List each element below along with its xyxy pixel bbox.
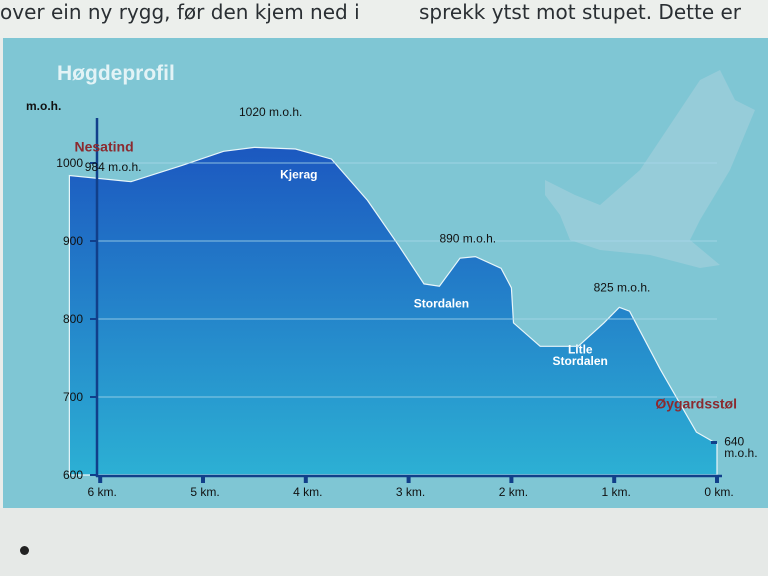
annotation-label: 640 (724, 434, 744, 448)
sign-text-right: sprekk ytst mot stupet. Dette er (419, 0, 742, 24)
elevation-profile-area (68, 146, 718, 476)
x-tick-label: 4 km. (293, 485, 322, 499)
y-tick-label: 1000 (56, 156, 83, 170)
x-tick (406, 476, 411, 483)
eagle-watermark (545, 70, 755, 268)
x-tick (509, 476, 514, 483)
annotation-label: Nesatind (75, 138, 134, 154)
annotation-label: Øygardsstøl (655, 396, 737, 412)
annotation-label: Stordalen (414, 296, 469, 310)
annotation-label: Stordalen (553, 354, 608, 368)
x-tick-label: 3 km. (396, 485, 425, 499)
annotation-label: Kjerag (280, 168, 317, 182)
y-tick-label: 800 (63, 312, 83, 326)
annotation-label: 890 m.o.h. (439, 232, 496, 246)
annotation-label: 1020 m.o.h. (239, 105, 302, 119)
x-tick (201, 476, 205, 483)
x-tick-label: 2 km. (499, 485, 528, 499)
annotation-label: 984 m.o.h. (85, 160, 142, 174)
sign-text-left: over ein ny rygg, før den kjem ned i (0, 0, 360, 24)
annotation-label: m.o.h. (724, 446, 757, 460)
end-marker (711, 441, 717, 444)
x-tick-label: 1 km. (602, 485, 631, 499)
x-tick-label: 6 km. (88, 485, 117, 499)
y-axis-label: m.o.h. (26, 99, 61, 113)
x-tick (715, 476, 719, 483)
x-tick-label: 0 km. (704, 485, 733, 499)
annotation-label: 825 m.o.h. (594, 281, 651, 295)
y-tick-label: 900 (63, 234, 83, 248)
sign-text-strip: over ein ny rygg, før den kjem ned i spr… (0, 0, 768, 38)
sign-bottom (0, 508, 768, 576)
screw-dot (20, 546, 29, 555)
chart-title: Høgdeprofil (57, 62, 175, 85)
annotation-label: Litle (568, 342, 593, 356)
x-tick (98, 476, 103, 483)
y-tick-label: 600 (63, 468, 83, 482)
x-tick-label: 5 km. (190, 485, 219, 499)
x-tick (612, 476, 617, 483)
x-tick (303, 476, 308, 483)
y-tick-label: 700 (63, 390, 83, 404)
